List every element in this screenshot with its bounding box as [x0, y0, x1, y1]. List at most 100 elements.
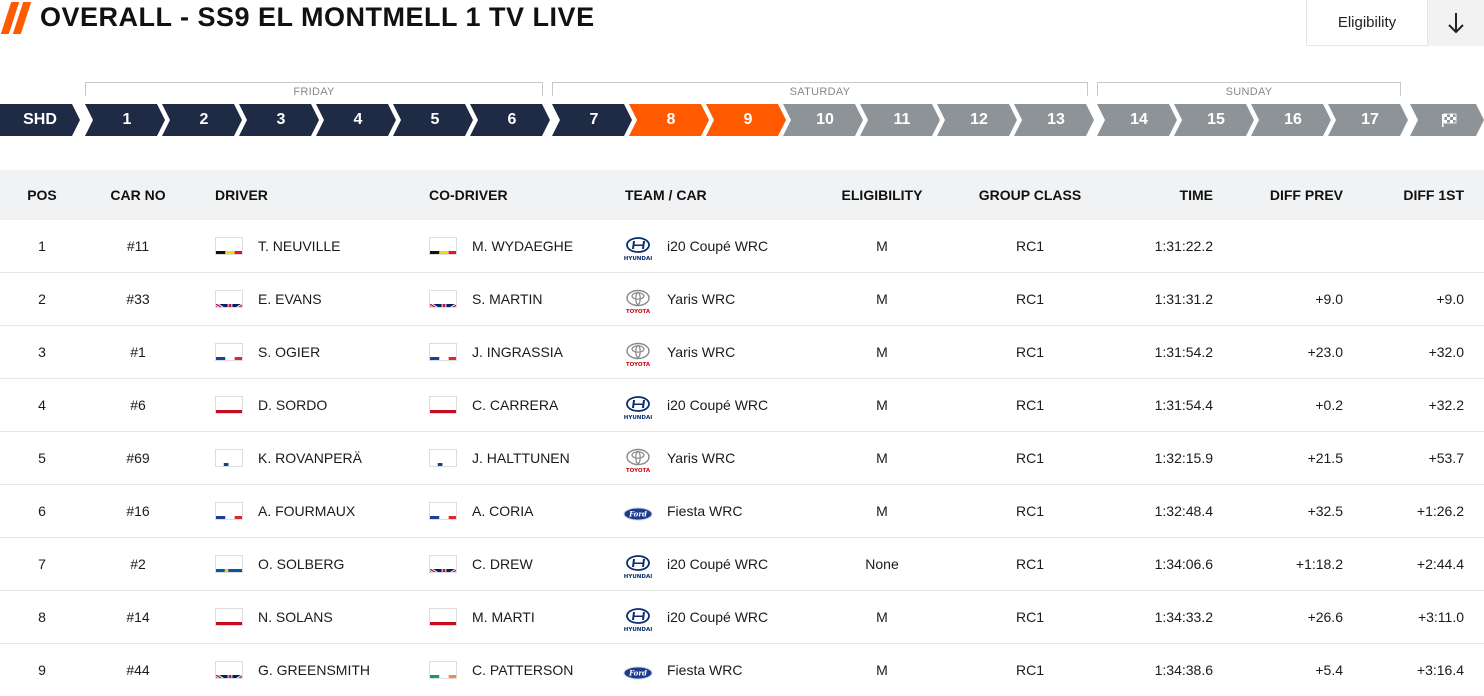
driver-name[interactable]: D. SORDO [258, 397, 328, 413]
eligibility: M [876, 344, 888, 360]
driver-name[interactable]: G. GREENSMITH [258, 662, 371, 678]
car-number: #1 [130, 344, 146, 360]
day-group-friday: FRIDAY [85, 82, 543, 98]
car-number: #6 [130, 397, 146, 413]
eligibility: M [876, 662, 888, 678]
driver-cell: S. OGIER [215, 326, 415, 378]
stage-12[interactable]: 12 [937, 104, 1017, 136]
hyundai-logo-icon: HYUNDAI [622, 232, 654, 262]
stage-3[interactable]: 3 [239, 104, 319, 136]
table-row[interactable]: 2 #33 E. EVANS S. MARTIN TOYOTA Yaris WRC M RC1… [0, 273, 1484, 326]
column-header-pos: POS [27, 187, 57, 203]
svg-text:TOYOTA: TOYOTA [626, 468, 651, 474]
co-driver-name[interactable]: C. CARRERA [472, 397, 559, 413]
diff-prev: +26.6 [1307, 609, 1343, 625]
group-class: RC1 [1015, 556, 1044, 572]
day-group-sunday: SUNDAY [1097, 82, 1401, 98]
table-row[interactable]: 4 #6 D. SORDO C. CARRERA HYUNDAI i20 Coupé WR… [0, 379, 1484, 432]
table-row[interactable]: 6 #16 A. FOURMAUX A. CORIA Ford Fiesta WRC M RC… [0, 485, 1484, 538]
stage-14[interactable]: 14 [1097, 104, 1177, 136]
table-row[interactable]: 1 #11 T. NEUVILLE M. WYDAEGHE HYUNDAI i20 Cou… [0, 220, 1484, 273]
spain-flag-icon [429, 608, 457, 626]
stage-16[interactable]: 16 [1251, 104, 1331, 136]
eligibility: M [876, 397, 888, 413]
driver-cell: A. FOURMAUX [215, 485, 415, 537]
stage-shd[interactable]: SHD [0, 104, 80, 136]
driver-cell: O. SOLBERG [215, 538, 415, 590]
group-class: RC1 [1015, 609, 1044, 625]
stage-time: 1:31:31.2 [1154, 291, 1213, 307]
co-driver-name[interactable]: M. MARTI [472, 609, 535, 625]
stage-15[interactable]: 15 [1174, 104, 1254, 136]
eligibility-filter-button[interactable]: Eligibility [1306, 0, 1428, 46]
day-group-saturday: SATURDAY [552, 82, 1088, 98]
driver-name[interactable]: N. SOLANS [258, 609, 333, 625]
column-header-group-class: GROUP CLASS [978, 187, 1082, 203]
stage-label: 17 [1361, 111, 1379, 128]
driver-name[interactable]: T. NEUVILLE [258, 238, 341, 254]
co-driver-name[interactable]: S. MARTIN [472, 291, 543, 307]
co-driver-name[interactable]: C. PATTERSON [472, 662, 574, 678]
sort-button[interactable] [1428, 0, 1484, 46]
co-driver-cell: M. WYDAEGHE [429, 220, 619, 272]
driver-name[interactable]: K. ROVANPERÄ [258, 450, 362, 466]
stage-label: 12 [970, 111, 988, 128]
diff-first: +2:44.4 [1416, 556, 1464, 572]
stage-11[interactable]: 11 [860, 104, 940, 136]
table-row[interactable]: 3 #1 S. OGIER J. INGRASSIA TOYOTA Yaris WRC M R… [0, 326, 1484, 379]
group-class: RC1 [1015, 238, 1044, 254]
co-driver-name[interactable]: C. DREW [472, 556, 533, 572]
stage-4[interactable]: 4 [316, 104, 396, 136]
co-driver-name[interactable]: J. HALTTUNEN [472, 450, 570, 466]
spain-flag-icon [429, 396, 457, 414]
svg-text:HYUNDAI: HYUNDAI [624, 415, 653, 421]
driver-name[interactable]: O. SOLBERG [258, 556, 345, 572]
driver-cell: E. EVANS [215, 273, 415, 325]
group-class: RC1 [1015, 397, 1044, 413]
team-car-cell: HYUNDAI i20 Coupé WRC [622, 220, 822, 272]
stage-label: 14 [1130, 111, 1148, 128]
driver-name[interactable]: A. FOURMAUX [258, 503, 356, 519]
co-driver-cell: M. MARTI [429, 591, 619, 643]
france-flag-icon [215, 502, 243, 520]
stage-time: 1:34:33.2 [1154, 609, 1213, 625]
ford-logo-icon: Ford [622, 497, 654, 525]
team-car-cell: Ford Fiesta WRC [622, 644, 822, 696]
stage-9[interactable]: 9 [706, 104, 786, 136]
table-row[interactable]: 7 #2 O. SOLBERG C. DREW HYUNDAI i20 Coupé WRC… [0, 538, 1484, 591]
stage-17[interactable]: 17 [1328, 104, 1408, 136]
diff-prev: +23.0 [1307, 344, 1343, 360]
diff-prev: +21.5 [1307, 450, 1343, 466]
driver-name[interactable]: S. OGIER [258, 344, 321, 360]
stage-7[interactable]: 7 [552, 104, 632, 136]
car-number: #69 [126, 450, 150, 466]
stage-6[interactable]: 6 [470, 104, 550, 136]
stage-finish[interactable] [1410, 104, 1484, 136]
stage-13[interactable]: 13 [1014, 104, 1094, 136]
stage-10[interactable]: 10 [783, 104, 863, 136]
table-row[interactable]: 9 #44 G. GREENSMITH C. PATTERSON Ford Fiesta … [0, 644, 1484, 696]
co-driver-name[interactable]: M. WYDAEGHE [472, 238, 574, 254]
stage-time: 1:34:06.6 [1154, 556, 1213, 572]
stage-navigation: SHD 1 2 3 4 5 6 7 8 9 10 11 12 13 14 15 16 17 [0, 104, 1484, 136]
uk-flag-icon [215, 661, 243, 679]
position: 4 [38, 397, 46, 413]
stage-2[interactable]: 2 [162, 104, 242, 136]
stage-1[interactable]: 1 [85, 104, 165, 136]
co-driver-name[interactable]: J. INGRASSIA [472, 344, 564, 360]
group-class: RC1 [1015, 503, 1044, 519]
stage-time: 1:32:48.4 [1154, 503, 1213, 519]
stage-time: 1:31:22.2 [1154, 238, 1213, 254]
driver-cell: T. NEUVILLE [215, 220, 415, 272]
stage-label: 10 [816, 111, 834, 128]
stage-8[interactable]: 8 [629, 104, 709, 136]
table-row[interactable]: 8 #14 N. SOLANS M. MARTI HYUNDAI i20 Coupé WR… [0, 591, 1484, 644]
driver-name[interactable]: E. EVANS [258, 291, 322, 307]
stage-5[interactable]: 5 [393, 104, 473, 136]
diff-prev: +0.2 [1315, 397, 1343, 413]
table-row[interactable]: 5 #69 K. ROVANPERÄ J. HALTTUNEN TOYOTA Yaris … [0, 432, 1484, 485]
uk-flag-icon [429, 555, 457, 573]
group-class: RC1 [1015, 344, 1044, 360]
co-driver-name[interactable]: A. CORIA [472, 503, 534, 519]
finland-flag-icon [429, 449, 457, 467]
